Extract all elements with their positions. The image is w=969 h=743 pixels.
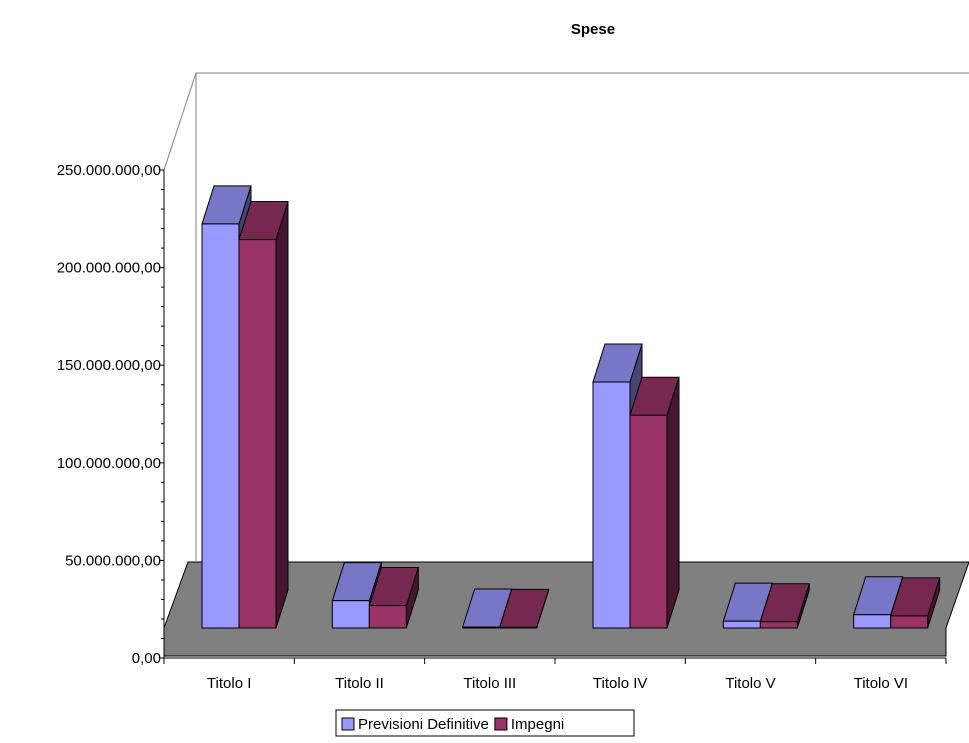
y-tick-label: 100.000.000,00: [57, 455, 161, 472]
x-tick-label: Titolo IV: [593, 675, 647, 692]
side-wall-edge: [163, 72, 197, 171]
bar-front: [201, 223, 240, 629]
bar-front: [238, 239, 277, 629]
bar-front: [759, 621, 798, 629]
legend-swatch: [341, 717, 355, 731]
y-tick-label: 200.000.000,00: [57, 260, 161, 277]
bar-front: [499, 626, 538, 629]
legend-box: [335, 709, 635, 737]
bar: [331, 562, 383, 629]
x-tick-label: Titolo I: [207, 675, 251, 692]
bar-front: [592, 381, 631, 629]
bars: [201, 185, 941, 629]
back-wall: [195, 72, 969, 561]
bar-front: [462, 626, 501, 629]
legend-label: Impegni: [511, 716, 564, 733]
y-tick-label: 0,00: [132, 650, 161, 667]
bar: [759, 583, 811, 629]
x-tick-label: Titolo V: [725, 675, 775, 692]
bar: [629, 376, 680, 629]
bar: [889, 577, 941, 629]
y-tick-label: 250.000.000,00: [57, 162, 161, 179]
y-tick-label: 50.000.000,00: [65, 552, 161, 569]
bar-front: [853, 614, 892, 629]
bar-side: [666, 377, 680, 629]
legend: Previsioni Definitive Impegni: [335, 709, 635, 737]
bar: [368, 567, 420, 629]
y-axis: 0,00 50.000.000,00 100.000.000,00 150.000.0…: [57, 162, 165, 667]
x-tick-label: Titolo VI: [854, 675, 908, 692]
bar: [238, 201, 289, 629]
bar-front: [890, 615, 929, 629]
bar-front: [368, 605, 407, 629]
x-axis: Titolo I Titolo II Titolo III Titolo IV Tito…: [163, 657, 947, 692]
bar-front: [629, 414, 668, 629]
legend-swatch: [494, 717, 508, 731]
bar: [498, 588, 550, 629]
x-tick-label: Titolo III: [463, 675, 516, 692]
bar-front: [722, 620, 761, 629]
x-tick-label: Titolo II: [335, 675, 384, 692]
legend-label: Previsioni Definitive: [358, 716, 489, 733]
chart-title: Spese: [571, 21, 615, 38]
bar-side: [275, 201, 289, 629]
y-tick-label: 150.000.000,00: [57, 357, 161, 374]
bar-front: [331, 600, 370, 629]
